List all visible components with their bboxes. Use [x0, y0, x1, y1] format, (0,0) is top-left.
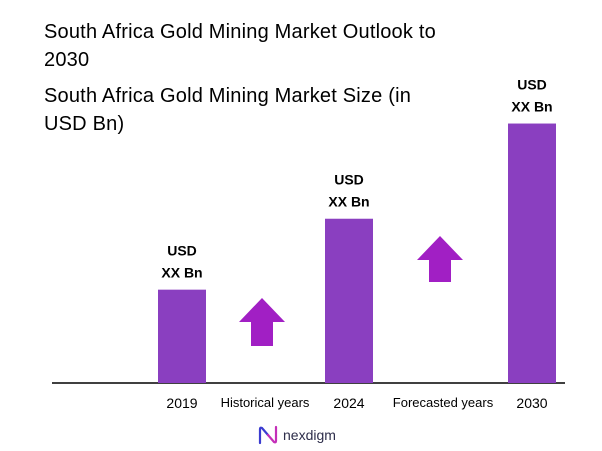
bar-2019 [158, 289, 206, 383]
chart-subtitle: South Africa Gold Mining Market Size (in… [44, 85, 412, 135]
growth-arrow-icon [239, 298, 285, 346]
brand-logo: nexdigm [258, 424, 336, 446]
bar-value-label-2024-currency: USD [334, 172, 364, 188]
x-tick-label-2019: 2019 [166, 395, 197, 411]
annotation-historical-years: Historical years [221, 395, 310, 410]
x-tick-label-2030: 2030 [516, 395, 547, 411]
bar-value-label-2019-amount: XX Bn [161, 265, 202, 281]
bar-value-label-2024-amount: XX Bn [328, 194, 369, 210]
growth-arrow-icon [417, 236, 463, 282]
brand-name: nexdigm [283, 427, 336, 443]
chart-title: South Africa Gold Mining Market Outlook … [44, 21, 436, 71]
bar-2024 [325, 218, 373, 383]
x-tick-label-2024: 2024 [333, 395, 364, 411]
bar-value-label-2019-currency: USD [167, 243, 197, 259]
bar-value-label-2030-amount: XX Bn [511, 99, 552, 115]
bar-value-label-2030-currency: USD [517, 77, 547, 93]
bar-2030 [508, 123, 556, 384]
nexdigm-logo-icon [258, 425, 278, 445]
annotation-forecasted-years: Forecasted years [393, 395, 494, 410]
